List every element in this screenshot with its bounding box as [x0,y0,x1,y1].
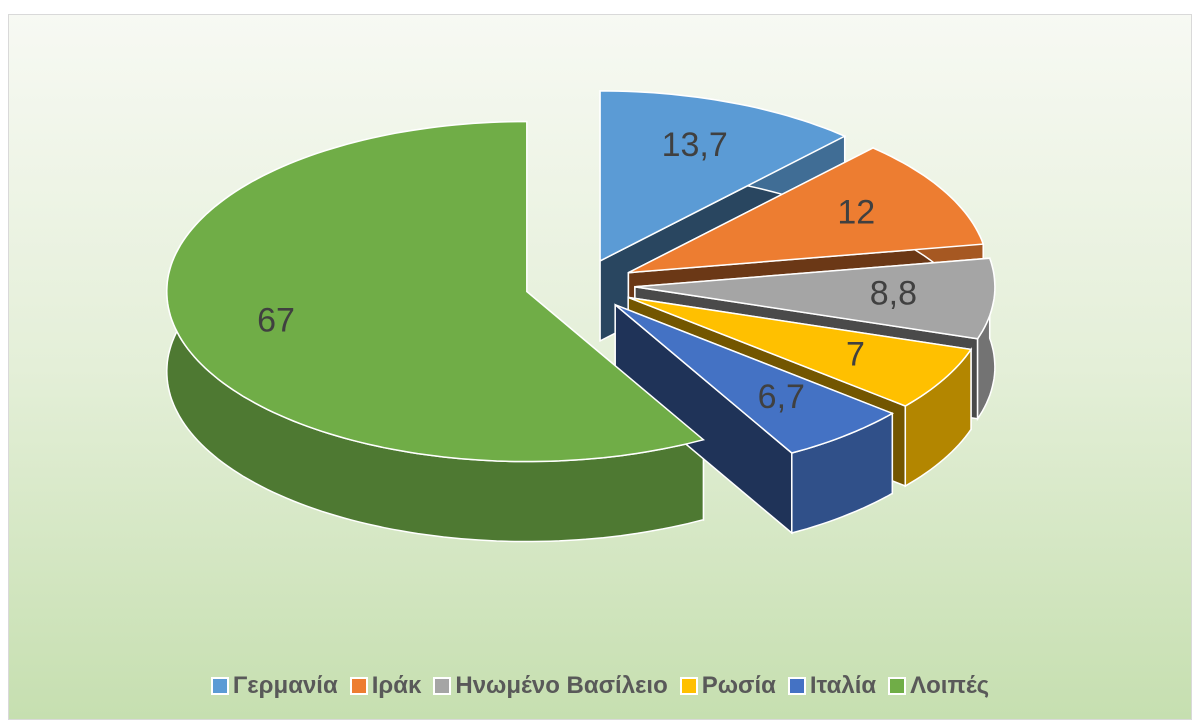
slice [599,90,847,263]
legend-swatch [679,677,698,695]
legend-swatch [433,677,452,695]
legend-item: Ρωσία [679,672,776,700]
slice [634,257,996,340]
slice [614,304,895,454]
legend-item: Γερμανία [210,672,338,700]
data-label: 7 [846,335,865,373]
slice [627,296,973,407]
data-label: 8,8 [870,274,917,312]
legend-label: Ιταλία [809,672,877,699]
legend-swatch [787,677,806,695]
data-label: 13,7 [662,126,728,164]
slice [628,147,985,274]
legend: Γερμανία Ιράκ Ηνωμένο Βασίλειο Ρωσία Ιταλία Λ… [0,672,1200,700]
legend-item: Ιράκ [349,672,422,700]
legend-label: Γερμανία [232,672,338,699]
legend-label: Λοιπές [910,672,990,699]
legend-label: Ηνωμένο Βασίλειο [455,672,668,699]
data-label: 6,7 [758,378,805,416]
legend-item: Ιταλία [787,672,877,700]
data-label: 67 [257,302,295,340]
legend-item: Ηνωμένο Βασίλειο [433,672,668,700]
legend-item: Λοιπές [888,672,989,700]
slice [166,120,706,463]
legend-swatch [349,677,368,695]
legend-label: Ιράκ [371,672,422,699]
data-label: 12 [837,193,875,231]
legend-label: Ρωσία [701,672,776,699]
legend-swatch [888,677,907,695]
legend-swatch [210,677,229,695]
